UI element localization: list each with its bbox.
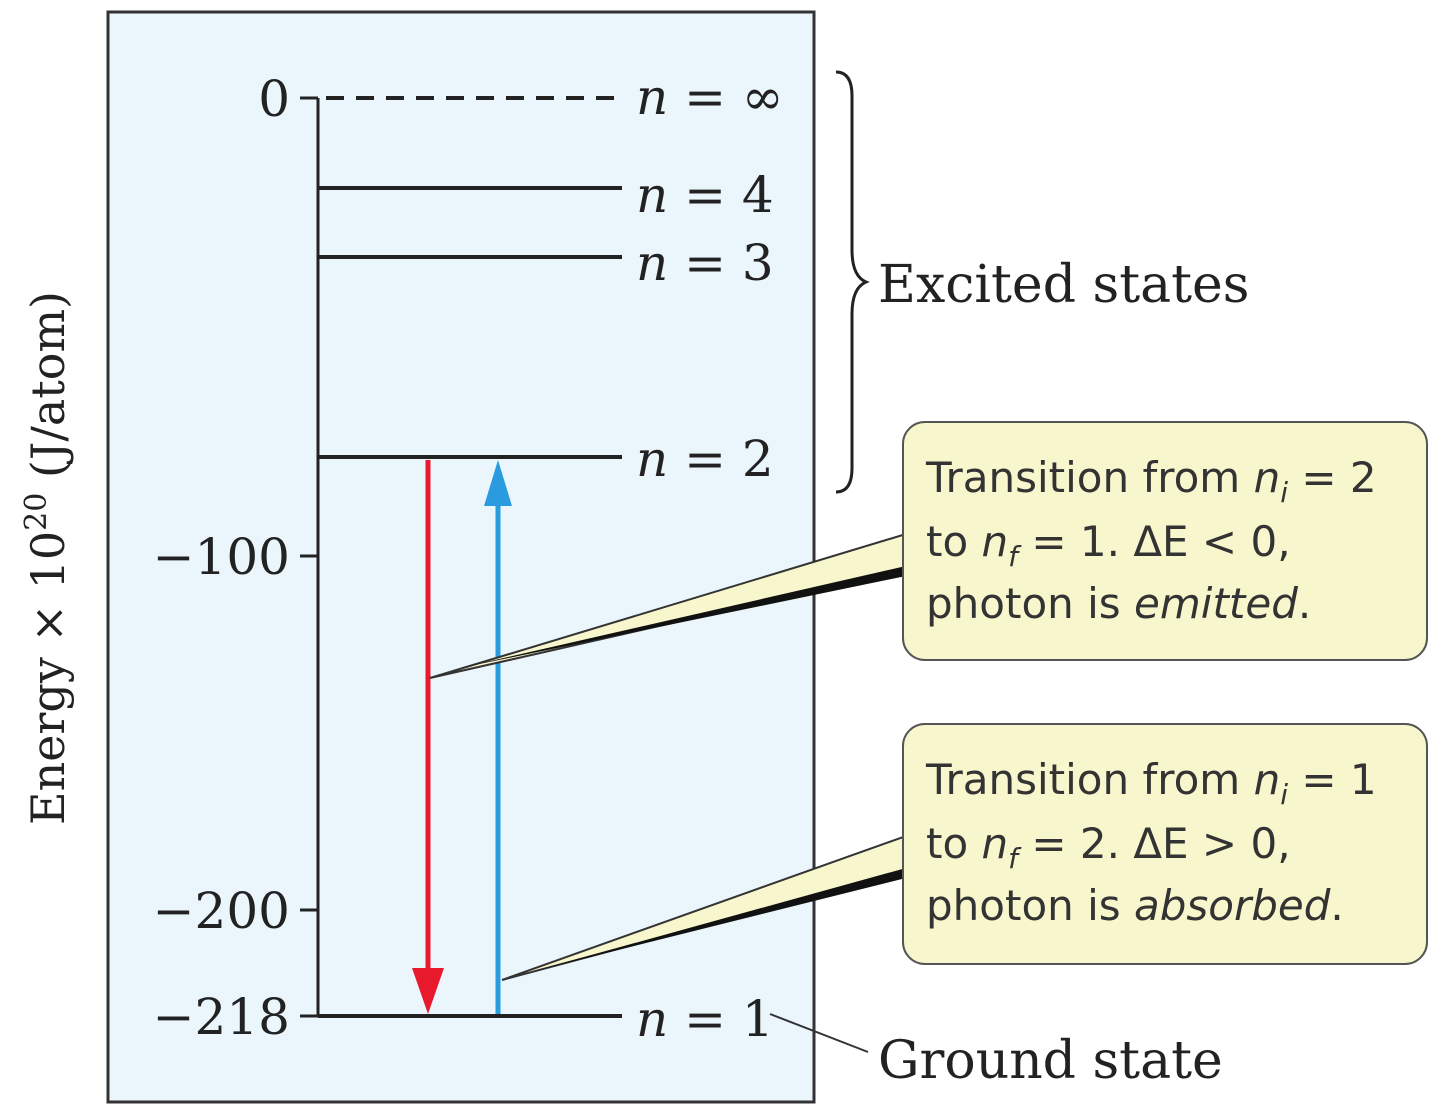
axis-label-exponent: 20	[19, 493, 54, 531]
absorption-callout-pointer-shadow	[530, 868, 906, 972]
tick-label-minus218: −218	[153, 988, 290, 1046]
emission-arrowhead	[412, 968, 444, 1014]
tick-label-minus100: −100	[153, 528, 290, 586]
level-label-n-infinity: n = ∞	[636, 68, 784, 126]
emission-callout-box	[902, 421, 1428, 661]
absorption-callout-line3: photon is absorbed.	[926, 881, 1344, 930]
excited-states-brace	[835, 70, 870, 494]
axis-label-prefix: Energy × 10	[21, 531, 75, 825]
absorption-arrowhead	[484, 460, 512, 506]
ground-state-pointer	[769, 1013, 869, 1053]
emission-callout-line2: to nf = 1. ΔE < 0,	[926, 517, 1291, 573]
emission-callout-pointer-shadow	[460, 566, 906, 668]
axis-label: Energy × 1020 (J/atom)	[19, 291, 75, 825]
ground-state-label: Ground state	[878, 1031, 1223, 1091]
level-label-n3: n = 3	[636, 234, 774, 292]
level-label-n2: n = 2	[636, 430, 774, 488]
emission-callout-line1: Transition from ni = 2	[925, 453, 1377, 509]
absorption-callout-box	[902, 723, 1428, 965]
excited-states-label: Excited states	[878, 255, 1249, 315]
tick-label-minus200: −200	[153, 882, 290, 940]
absorption-callout-line2: to nf = 2. ΔE > 0,	[926, 819, 1291, 875]
emission-callout-line3: photon is emitted.	[926, 579, 1311, 628]
absorption-callout-line1: Transition from ni = 1	[925, 755, 1377, 811]
tick-label-0: 0	[258, 70, 290, 128]
axis-label-suffix: (J/atom)	[21, 291, 75, 493]
level-label-n4: n = 4	[636, 166, 774, 224]
level-label-n1: n = 1	[636, 990, 774, 1048]
